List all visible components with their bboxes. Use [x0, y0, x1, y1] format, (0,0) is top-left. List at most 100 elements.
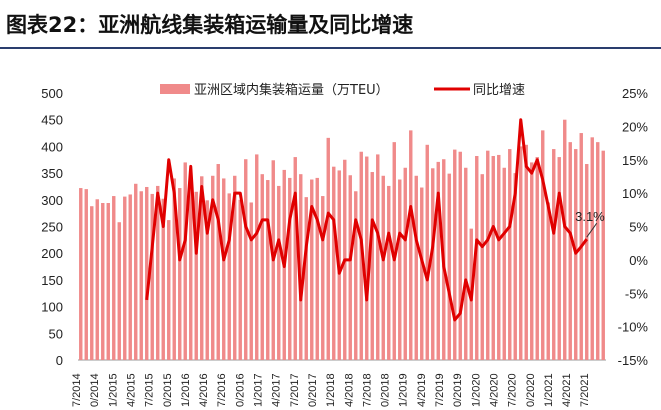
bar: [211, 175, 215, 360]
bar: [128, 194, 132, 360]
x-tick-label: 0/2015: [162, 373, 174, 407]
bar: [233, 175, 237, 360]
bar: [458, 151, 462, 360]
bar: [436, 161, 440, 360]
x-tick-label: 1/2017: [253, 373, 265, 407]
y2-tick-label: -10%: [618, 320, 649, 335]
bar: [288, 177, 292, 360]
bar: [601, 150, 605, 360]
bar: [293, 157, 297, 360]
bar: [447, 173, 451, 360]
y2-tick-label: 25%: [622, 86, 648, 101]
bar: [414, 175, 418, 360]
x-tick-label: 4/2015: [125, 373, 137, 407]
bar: [123, 196, 127, 360]
y2-tick-label: 0%: [629, 253, 648, 268]
bar: [530, 162, 534, 360]
legend-line-label: 同比增速: [473, 83, 525, 98]
bar: [315, 177, 319, 360]
bar: [590, 137, 594, 360]
bar: [277, 185, 281, 360]
x-tick-label: 0/2014: [89, 373, 101, 407]
bar: [321, 196, 325, 360]
figure-heading: 亚洲航线集装箱运输量及同比增速: [98, 13, 414, 37]
bar: [222, 178, 226, 360]
x-tick-label: 0/2017: [307, 373, 319, 407]
bar: [420, 187, 424, 360]
bar: [167, 220, 171, 360]
bar: [227, 193, 231, 360]
bar: [596, 142, 600, 360]
y-tick-label: 200: [41, 246, 63, 261]
bar: [585, 164, 589, 360]
bar: [392, 142, 396, 360]
y-tick-label: 300: [41, 193, 63, 208]
bar: [354, 191, 358, 360]
x-tick-label: 1/2019: [398, 373, 410, 407]
bar: [425, 144, 429, 360]
y-tick-label: 500: [41, 86, 63, 101]
bar: [189, 177, 193, 360]
bar: [524, 144, 528, 360]
bar: [200, 176, 204, 360]
bar: [249, 202, 253, 360]
bar: [84, 189, 88, 360]
growth-line: [145, 118, 588, 322]
bar: [266, 180, 270, 360]
x-tick-label: 7/2018: [361, 373, 373, 407]
bar: [156, 185, 160, 360]
bar: [376, 154, 380, 360]
bar: [557, 157, 561, 360]
x-tick-label: 7/2015: [144, 373, 156, 407]
bar: [139, 191, 143, 360]
bar: [403, 167, 407, 360]
y-tick-label: 150: [41, 273, 63, 288]
bar: [310, 179, 314, 360]
x-tick-label: 4/2018: [343, 373, 355, 407]
x-tick-label: 4/2020: [488, 373, 500, 407]
x-tick-label: 7/2020: [507, 373, 519, 407]
annotation-label: 3.1%: [575, 209, 605, 224]
bar: [370, 172, 374, 360]
growth-line-path: [145, 118, 588, 322]
y-tick-label: 450: [41, 113, 63, 128]
x-tick-label: 0/2019: [452, 373, 464, 407]
bar: [112, 196, 116, 360]
bar: [326, 137, 330, 360]
bar: [431, 168, 435, 360]
bar: [497, 154, 501, 360]
bar: [255, 154, 259, 360]
legend: 亚洲区域内集装箱运量（万TEU） 同比增速: [160, 82, 525, 98]
x-tick-label: 0/2018: [380, 373, 392, 407]
y2-tick-label: 15%: [622, 153, 648, 168]
bar: [95, 199, 99, 360]
bar: [480, 174, 484, 360]
bar: [398, 179, 402, 360]
y2-tick-label: -15%: [618, 353, 649, 368]
bar: [486, 150, 490, 360]
y-tick-label: 100: [41, 300, 63, 315]
bar: [260, 174, 264, 360]
bar: [106, 203, 110, 360]
bar: [194, 191, 198, 360]
legend-bar-swatch: [160, 84, 190, 94]
x-tick-label: 7/2016: [216, 373, 228, 407]
y2-tick-label: 5%: [629, 220, 648, 235]
bar: [475, 156, 479, 360]
bar: [161, 198, 165, 360]
bar: [134, 183, 138, 360]
x-tick-label: 7/2014: [71, 373, 83, 407]
x-tick-label: 1/2020: [470, 373, 482, 407]
bar: [365, 156, 369, 360]
x-tick-label: 0/2016: [234, 373, 246, 407]
legend-bar-label: 亚洲区域内集装箱运量（万TEU）: [194, 82, 389, 98]
figure-title: 图表22：亚洲航线集装箱运输量及同比增速: [6, 9, 413, 39]
annotation-leader: [586, 222, 598, 238]
bar: [304, 197, 308, 360]
bar: [183, 162, 187, 360]
bar: [244, 159, 248, 360]
bar: [117, 222, 121, 360]
bar: [332, 166, 336, 360]
y-tick-label: 0: [56, 353, 63, 368]
